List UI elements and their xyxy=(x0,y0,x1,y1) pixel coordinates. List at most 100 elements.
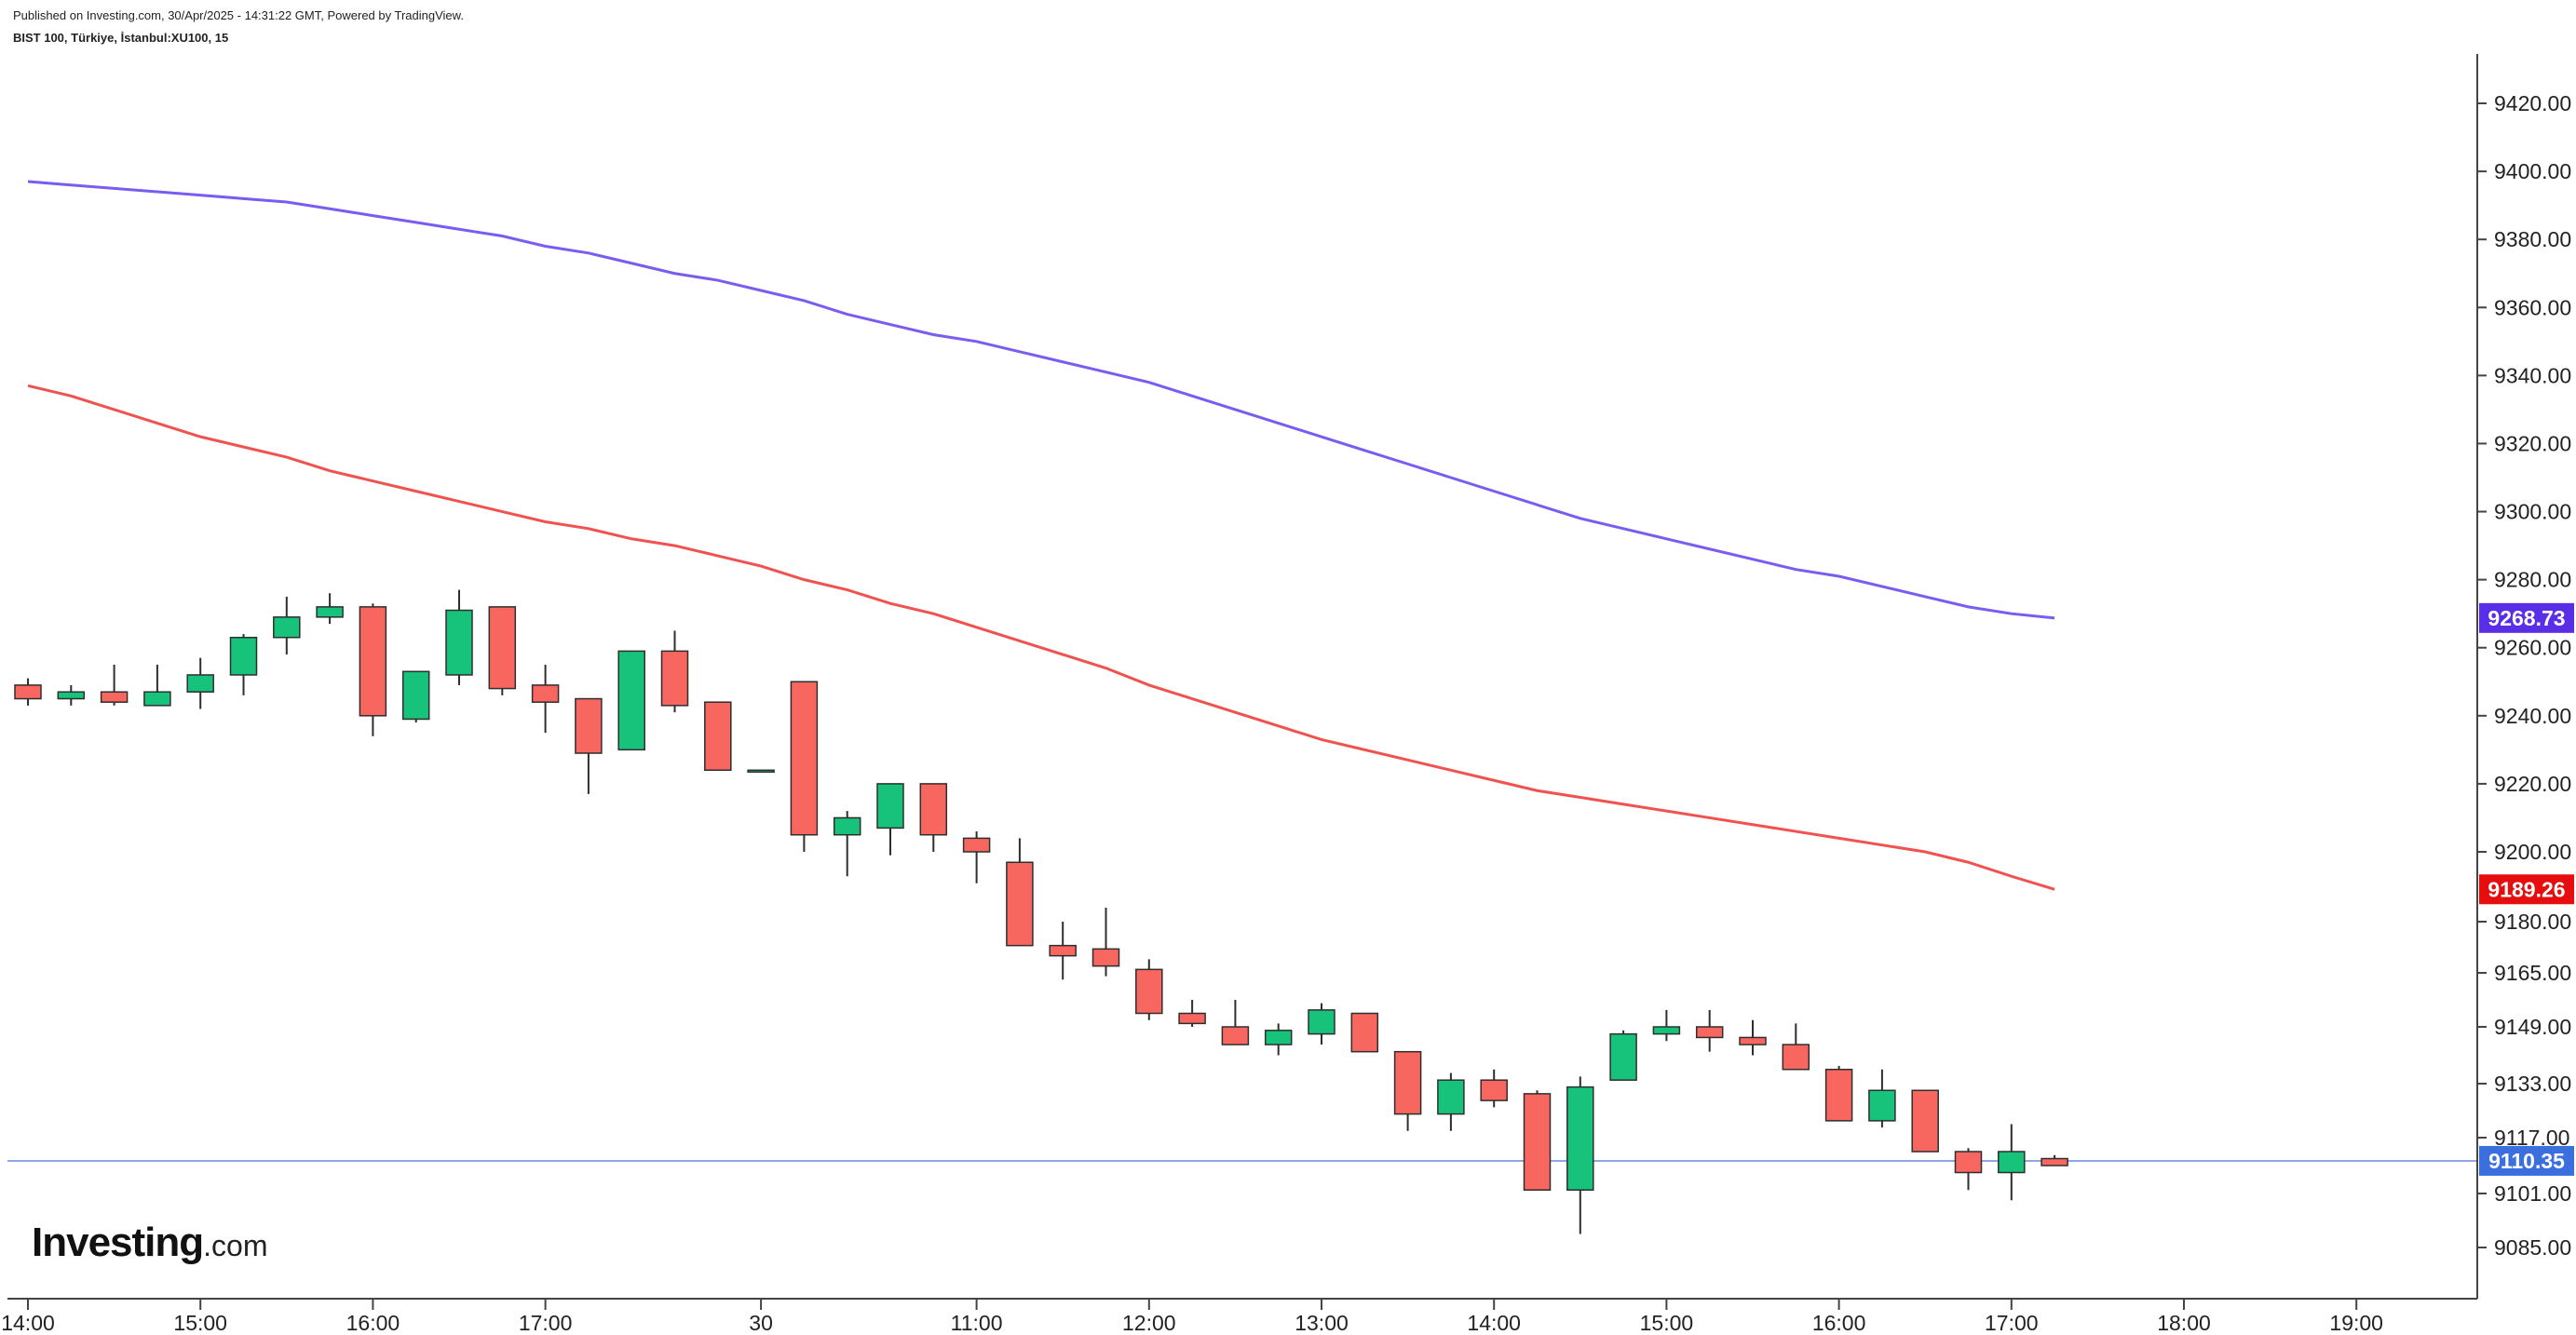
candle xyxy=(1609,1030,1637,1081)
candle xyxy=(1480,1069,1508,1108)
y-tick-label: 9280.00 xyxy=(2494,568,2571,592)
candle-body-up xyxy=(1566,1086,1594,1191)
x-tick-label: 17:00 xyxy=(519,1311,573,1335)
candle xyxy=(1393,1050,1422,1131)
price-badge-bg xyxy=(2479,602,2574,633)
candle-body-up xyxy=(401,670,430,721)
candle-body-up xyxy=(747,769,775,774)
candle-body-down xyxy=(359,606,387,717)
candle-body-up xyxy=(617,650,645,751)
x-tick-label: 11:00 xyxy=(951,1311,1003,1335)
axes-group: 9420.00 9400.00 9380.00 9360.00 9340.00 9320.… xyxy=(1,54,2571,1335)
candle-body-up xyxy=(273,616,301,639)
candle xyxy=(704,701,732,772)
y-tick-label: 9085.00 xyxy=(2494,1235,2571,1260)
candle-body-down xyxy=(1221,1026,1250,1045)
candle-body-down xyxy=(704,701,732,772)
candle-body-down xyxy=(1091,948,1120,967)
candle xyxy=(1135,959,1163,1020)
candle xyxy=(2040,1154,2068,1166)
candle-body-down xyxy=(1350,1012,1379,1053)
candle-body-down xyxy=(1006,861,1034,947)
x-tick-label: 16:00 xyxy=(1812,1311,1866,1335)
price-badge-bg xyxy=(2479,1145,2574,1176)
candle xyxy=(186,657,214,709)
x-tick-label: 16:00 xyxy=(346,1311,400,1335)
candle xyxy=(488,606,517,695)
candle-body-down xyxy=(1911,1089,1939,1153)
price-badge-label: 9110.35 xyxy=(2488,1149,2565,1173)
candle-body-down xyxy=(1480,1079,1508,1101)
price-badge: 9110.35 xyxy=(2479,1145,2574,1176)
y-tick-label: 9220.00 xyxy=(2494,772,2571,796)
candle-body-down xyxy=(14,684,42,700)
candle-body-up xyxy=(833,816,861,836)
candle xyxy=(401,670,430,723)
candle-body-down xyxy=(1954,1151,1983,1174)
candle xyxy=(1954,1148,1983,1191)
candle-body-up xyxy=(143,691,171,707)
y-tick-label: 9300.00 xyxy=(2494,500,2571,524)
candle xyxy=(100,665,129,706)
candle-body-up xyxy=(229,637,258,676)
candle-body-down xyxy=(1049,944,1077,957)
x-tick-label: 17:00 xyxy=(1985,1311,2039,1335)
brand-suffix: .com xyxy=(203,1229,268,1262)
x-tick-label: 15:00 xyxy=(173,1311,227,1335)
candle-body-up xyxy=(1998,1151,2026,1174)
moving-average-lines xyxy=(27,180,2055,891)
candle xyxy=(1652,1009,1681,1042)
candle xyxy=(57,684,86,706)
candle xyxy=(575,697,603,794)
candle-body-up xyxy=(1437,1079,1465,1115)
price-badge: 9268.73 xyxy=(2479,602,2574,633)
candle-body-down xyxy=(1393,1050,1422,1115)
candle-body-down xyxy=(962,837,991,853)
candle xyxy=(876,783,904,856)
y-tick-label: 9101.00 xyxy=(2494,1181,2571,1206)
candle xyxy=(1523,1090,1552,1191)
candle-body-down xyxy=(1739,1036,1767,1045)
y-tick-label: 9260.00 xyxy=(2494,636,2571,660)
candle xyxy=(316,593,344,625)
ma-slow-line xyxy=(27,180,2055,620)
y-tick-label: 9240.00 xyxy=(2494,704,2571,728)
y-tick-label: 9133.00 xyxy=(2494,1072,2571,1096)
candle xyxy=(229,634,258,695)
investing-logo: Investing.com xyxy=(32,1220,268,1266)
candle xyxy=(1091,908,1120,977)
candle xyxy=(1437,1072,1465,1131)
candle-body-down xyxy=(531,684,560,703)
candle-body-down xyxy=(2040,1157,2068,1166)
candle-body-down xyxy=(100,691,129,703)
candle xyxy=(1566,1076,1594,1234)
price-badge-bg xyxy=(2479,874,2574,905)
y-tick-label: 9380.00 xyxy=(2494,227,2571,251)
price-badge-label: 9268.73 xyxy=(2488,606,2565,630)
candle-body-down xyxy=(790,681,819,836)
candle-body-up xyxy=(1652,1026,1681,1035)
candle xyxy=(445,589,473,685)
candle xyxy=(1264,1023,1293,1056)
candle xyxy=(1998,1124,2026,1201)
x-tick-label: 13:00 xyxy=(1295,1311,1349,1335)
brand-name: Investing xyxy=(32,1220,204,1265)
y-tick-label: 9165.00 xyxy=(2494,961,2571,985)
candle xyxy=(14,678,42,706)
candle xyxy=(919,783,948,852)
candle-body-down xyxy=(488,606,517,690)
candle-body-up xyxy=(1264,1030,1293,1045)
y-tick-label: 9360.00 xyxy=(2494,295,2571,319)
candle-body-up xyxy=(186,674,214,693)
y-tick-label: 9117.00 xyxy=(2494,1126,2569,1150)
candle-body-up xyxy=(1868,1089,1896,1122)
candle-body-down xyxy=(1135,968,1163,1015)
candle xyxy=(747,769,775,774)
candle xyxy=(359,603,387,736)
candle xyxy=(143,665,171,707)
y-tick-label: 9320.00 xyxy=(2494,431,2571,455)
candle xyxy=(790,681,819,852)
candle-body-up xyxy=(445,609,473,676)
